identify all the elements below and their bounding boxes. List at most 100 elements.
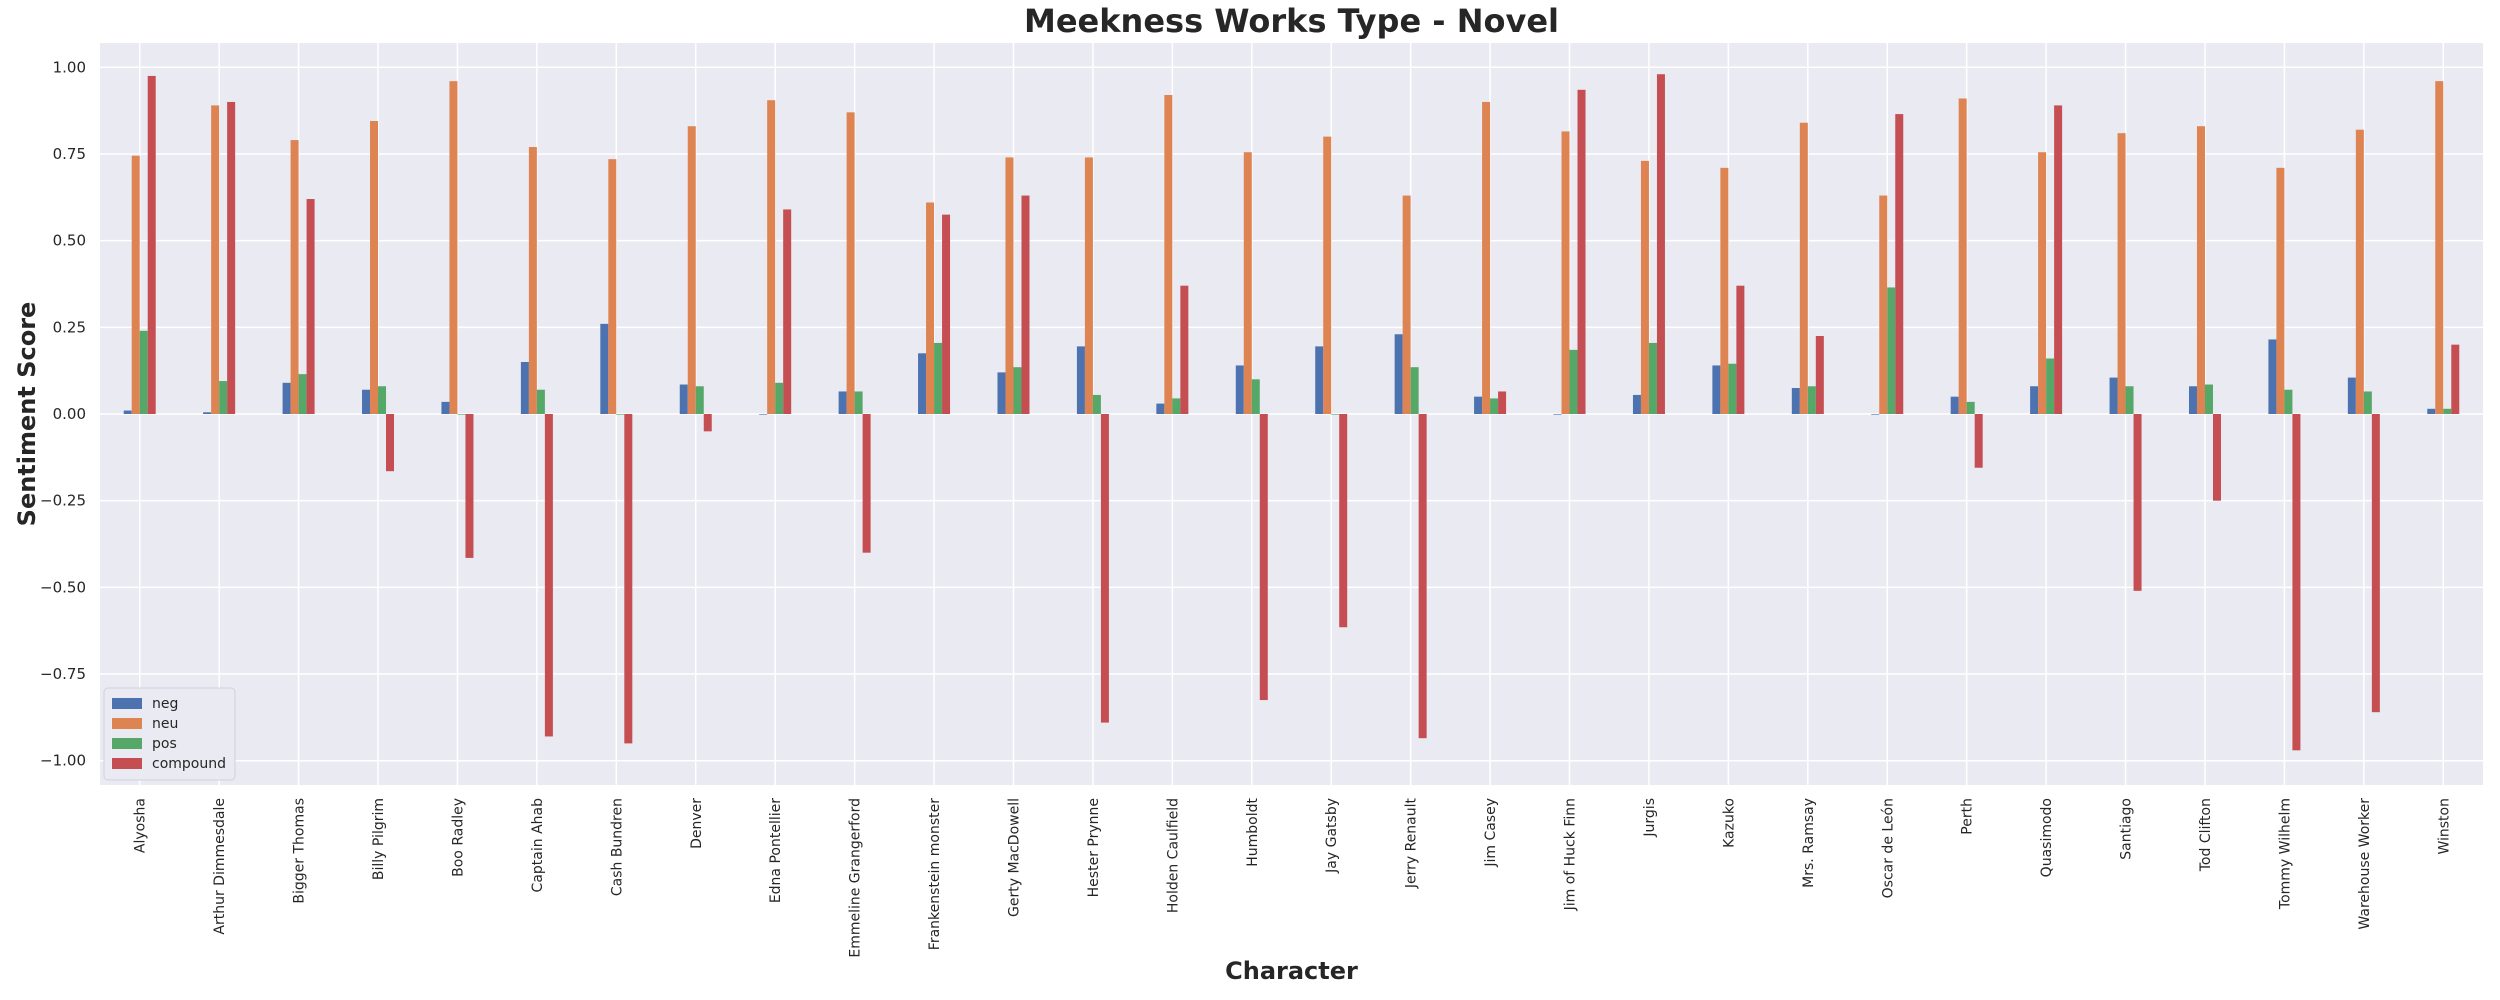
y-tick-label: 0.75: [53, 145, 86, 163]
x-tick-label: Perth: [1960, 798, 1976, 835]
bar-compound: [544, 414, 553, 737]
bar-neg: [679, 384, 688, 414]
x-tick-label: Oscar de León: [1880, 798, 1896, 898]
bar-compound: [227, 101, 236, 415]
bar-pos: [139, 330, 148, 414]
bar-neu: [846, 112, 855, 414]
x-tick-label: Mrs. Ramsay: [1801, 798, 1817, 888]
x-tick-label: Humboldt: [1245, 797, 1261, 866]
bar-neg: [918, 353, 927, 414]
bar-pos: [2363, 391, 2372, 414]
bar-pos: [1569, 349, 1578, 414]
x-tick-label: Holden Caulfield: [1165, 798, 1181, 913]
bar-neg: [1076, 346, 1085, 414]
bar-pos: [219, 381, 228, 414]
x-tick-label: Jim Casey: [1483, 798, 1499, 868]
bar-neg: [997, 372, 1006, 414]
bar-compound: [1656, 74, 1665, 415]
bar-neg: [2268, 339, 2277, 414]
bar-neu: [608, 159, 617, 414]
bar-neu: [926, 202, 935, 414]
bar-pos: [1092, 394, 1101, 414]
bar-neg: [1315, 346, 1324, 414]
x-tick-label: Alyosha: [133, 798, 149, 853]
bar-neu: [2355, 129, 2364, 414]
bar-compound: [1974, 414, 1983, 468]
bar-neu: [1323, 136, 1332, 414]
bar-compound: [1815, 335, 1824, 414]
bar-neg: [362, 389, 371, 414]
bar-neu: [2117, 133, 2126, 414]
y-axis-label: Sentiment Score: [13, 302, 41, 527]
legend-label-pos: pos: [152, 736, 177, 752]
bar-neg: [838, 391, 847, 414]
bar-compound: [1259, 414, 1268, 701]
y-axis-ticks: 1.00 0.75 0.50 0.25 0.00 −0.25 −0.50 −0.75 −1.00: [40, 58, 86, 769]
legend-swatch-pos: [112, 738, 142, 749]
bar-neu: [2435, 81, 2444, 414]
bar-neg: [282, 382, 291, 414]
bar-compound: [1100, 414, 1109, 723]
legend-box: [103, 687, 236, 781]
bar-neu: [1640, 160, 1649, 414]
x-tick-label: Emmeline Grangerford: [848, 798, 864, 958]
bar-compound: [783, 209, 792, 414]
bar-neu: [1958, 98, 1967, 415]
bar-neg: [1791, 387, 1800, 414]
bar-pos: [1410, 367, 1419, 414]
x-tick-label: Jerry Renault: [1404, 798, 1420, 890]
legend-swatch-neg: [112, 698, 142, 709]
bar-neu: [131, 155, 140, 414]
bar-neg: [1156, 403, 1165, 414]
x-tick-label: Captain Ahab: [530, 798, 546, 893]
bar-pos: [934, 342, 943, 414]
bar-neg: [2030, 386, 2039, 414]
chart-title: Meekness Works Type - Novel: [1024, 2, 1559, 40]
bar-compound: [306, 199, 315, 414]
bar-neu: [767, 100, 776, 415]
legend-swatch-compound: [112, 758, 142, 769]
legend-label-neu: neu: [152, 716, 178, 732]
bar-pos: [1728, 363, 1737, 414]
bars: [123, 74, 2460, 751]
x-tick-label: Cash Bundren: [609, 798, 625, 896]
x-tick-label: Winston: [2436, 798, 2452, 855]
bar-neu: [2038, 152, 2047, 415]
bar-neg: [1950, 396, 1959, 414]
bar-neg: [2109, 377, 2118, 414]
y-tick-label: −1.00: [40, 752, 86, 770]
x-tick-label: Quasimodo: [2039, 798, 2055, 877]
bar-compound: [1180, 285, 1189, 414]
bar-neu: [211, 105, 220, 414]
bar-compound: [1021, 195, 1030, 414]
bar-neu: [1402, 195, 1411, 414]
bar-compound: [942, 214, 951, 414]
bar-compound: [2133, 414, 2142, 591]
x-tick-label: Bigger Thomas: [292, 798, 308, 904]
legend-label-compound: compound: [152, 756, 226, 772]
bar-neg: [2427, 408, 2436, 414]
bar-compound: [624, 414, 633, 744]
bar-pos: [2204, 384, 2213, 414]
y-tick-label: −0.75: [40, 665, 86, 683]
bar-neu: [1482, 101, 1491, 415]
bar-compound: [1339, 414, 1348, 628]
bar-pos: [1887, 287, 1896, 414]
bar-neu: [2276, 167, 2285, 414]
y-tick-label: 1.00: [53, 58, 86, 76]
bar-pos: [457, 414, 466, 415]
bar-pos: [695, 386, 704, 414]
bar-compound: [2451, 344, 2460, 414]
y-tick-label: 0.00: [53, 405, 86, 423]
x-axis-ticks: Alyosha Arthur Dimmesdale Bigger Thomas Bil…: [133, 797, 2453, 957]
x-tick-label: Tommy Wilhelm: [2277, 798, 2293, 910]
bar-pos: [1331, 414, 1340, 415]
bar-compound: [2054, 105, 2063, 414]
bar-pos: [1648, 342, 1657, 414]
bar-pos: [775, 382, 784, 414]
bar-neg: [1474, 396, 1483, 414]
bar-compound: [386, 414, 395, 472]
x-tick-label: Hester Prynne: [1086, 798, 1102, 897]
